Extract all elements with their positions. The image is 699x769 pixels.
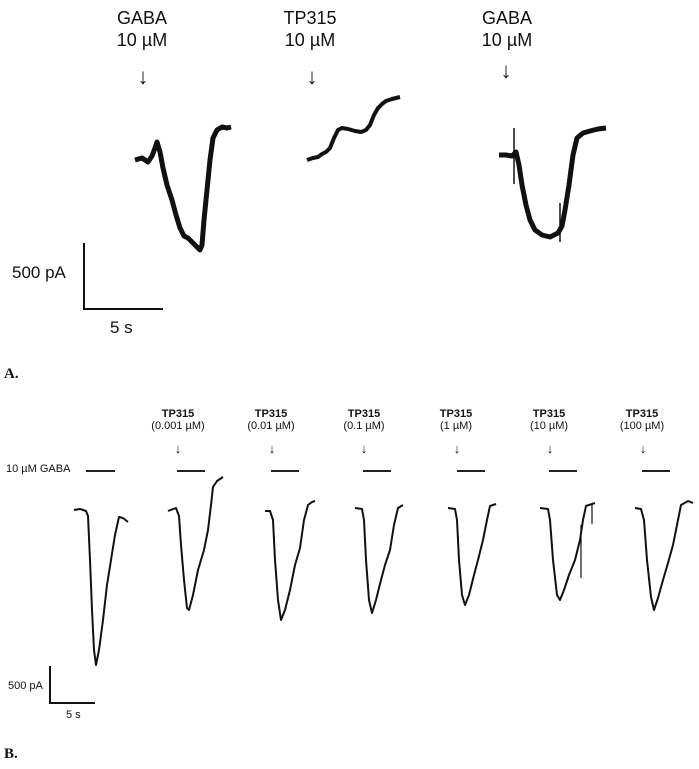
down-arrow-icon: ↓: [546, 441, 554, 456]
scale-current-label: 500 pA: [8, 680, 43, 692]
panel-b-app-3: TP315 (0.1 µM): [329, 408, 399, 432]
panel-b-app-5: TP315 (10 µM): [514, 408, 584, 432]
down-arrow-icon: ↓: [268, 441, 276, 456]
panel-a-label-1: GABA 10 µM: [97, 7, 187, 51]
drug-conc: (0.001 µM): [151, 420, 205, 432]
drug-conc: (100 µM): [619, 420, 665, 432]
down-arrow-icon: ↓: [639, 441, 647, 456]
drug-conc: 10 µM: [481, 30, 533, 50]
drug-name: GABA: [116, 8, 168, 28]
panel-b-app-4: TP315 (1 µM): [421, 408, 491, 432]
drug-name: TP315: [347, 408, 381, 420]
gaba-bar-5: [549, 470, 577, 472]
panel-a-label-3: GABA 10 µM: [462, 7, 552, 51]
panel-a-label-2: TP315 10 µM: [265, 7, 355, 51]
drug-name: TP315: [254, 408, 288, 420]
panel-a-title: A.: [4, 366, 19, 382]
down-arrow-icon: ↓: [137, 64, 149, 89]
drug-name: TP315: [283, 8, 337, 28]
down-arrow-icon: ↓: [174, 441, 182, 456]
scale-bar-horizontal: [83, 308, 163, 310]
drug-conc: 10 µM: [284, 30, 336, 50]
drug-name: GABA: [481, 8, 533, 28]
drug-name: TP315: [532, 408, 566, 420]
down-arrow-icon: ↓: [453, 441, 461, 456]
gaba-bar-2: [271, 470, 299, 472]
gaba-bar-6: [642, 470, 670, 472]
gaba-bar-1: [177, 470, 205, 472]
down-arrow-icon: ↓: [360, 441, 368, 456]
down-arrow-icon: ↓: [500, 58, 512, 83]
drug-name: TP315: [161, 408, 195, 420]
drug-name: TP315: [625, 408, 659, 420]
drug-conc: 10 µM: [116, 30, 168, 50]
panel-b-app-6: TP315 (100 µM): [607, 408, 677, 432]
drug-conc: (10 µM): [529, 420, 569, 432]
panel-b-title: B.: [4, 746, 18, 762]
gaba-bar-4: [457, 470, 485, 472]
panel-b-app-2: TP315 (0.01 µM): [236, 408, 306, 432]
gaba-application-label: 10 µM GABA: [6, 463, 71, 475]
drug-conc: (1 µM): [439, 420, 472, 432]
drug-conc: (0.1 µM): [343, 420, 385, 432]
drug-conc: (0.01 µM): [247, 420, 295, 432]
drug-name: TP315: [439, 408, 473, 420]
scale-bar-horizontal: [49, 702, 95, 704]
gaba-bar-3: [363, 470, 391, 472]
scale-bar-vertical: [49, 666, 51, 704]
gaba-bar-control: [86, 470, 115, 472]
scale-time-label: 5 s: [66, 709, 81, 721]
scale-current-label: 500 pA: [12, 263, 66, 282]
scale-bar-vertical: [83, 243, 85, 310]
panel-b-app-1: TP315 (0.001 µM): [143, 408, 213, 432]
down-arrow-icon: ↓: [306, 64, 318, 89]
scale-time-label: 5 s: [110, 318, 133, 337]
